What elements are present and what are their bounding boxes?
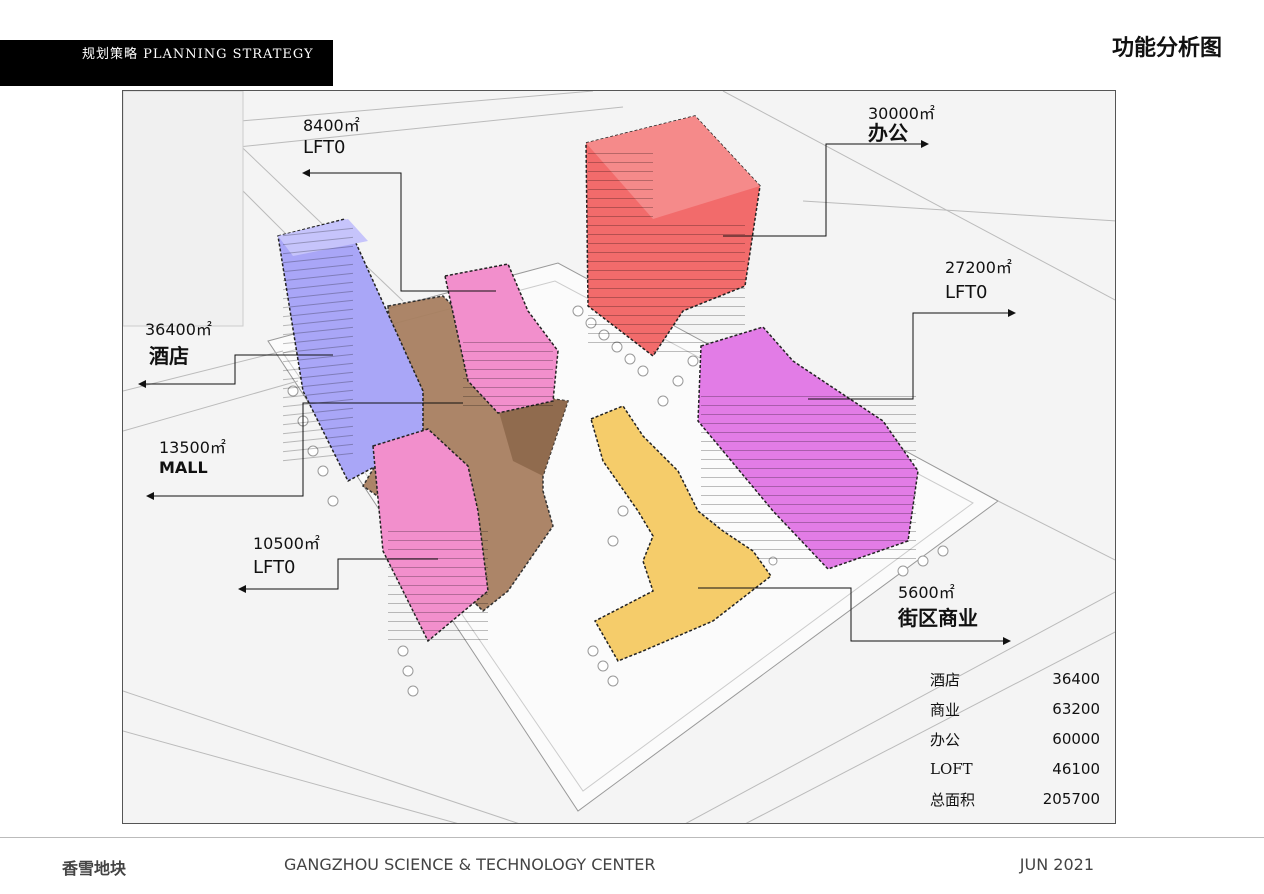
area-value: 63200 (1052, 700, 1100, 718)
callout-loft-east-area: 27200㎡ (945, 258, 1012, 277)
loft-north (444, 263, 559, 414)
callout-loft-north-area: 8400㎡ (303, 116, 360, 135)
area-value: 46100 (1052, 760, 1100, 778)
callout-mall-name: MALL (159, 458, 208, 477)
area-label: LOFT (930, 760, 973, 778)
area-row: LOFT 46100 (930, 754, 1100, 784)
office-tower (585, 115, 761, 358)
area-row: 酒店 36400 (930, 664, 1100, 694)
loft-east (697, 326, 919, 570)
function-diagram: 8400㎡ LFT0 30000㎡ 办公 27200㎡ LFT0 36400㎡ … (122, 90, 1116, 824)
area-summary-table: 酒店 36400 商业 63200 办公 60000 LOFT 46100 总面… (930, 664, 1100, 814)
area-label: 办公 (930, 730, 961, 749)
callout-office-name: 办公 (868, 121, 908, 145)
header-bar (0, 40, 333, 86)
street-retail (590, 405, 773, 662)
area-value: 205700 (1042, 790, 1100, 808)
callout-loft-south-area: 10500㎡ (253, 534, 320, 553)
leader-lines (138, 140, 1016, 645)
area-label: 总面积 (930, 790, 976, 809)
footer-project: 香雪地块 (62, 859, 127, 878)
callout-labels: 8400㎡ LFT0 30000㎡ 办公 27200㎡ LFT0 36400㎡ … (145, 104, 1012, 630)
callout-retail-name: 街区商业 (897, 606, 978, 630)
callout-mall-area: 13500㎡ (159, 438, 226, 457)
section-label: 规划策略 PLANNING STRATEGY (82, 47, 314, 62)
area-label: 酒店 (930, 670, 961, 689)
callout-retail-area: 5600㎡ (898, 583, 955, 602)
callout-loft-east-name: LFT0 (945, 282, 988, 303)
footer-center-name: GANGZHOU SCIENCE & TECHNOLOGY CENTER (284, 855, 656, 874)
callout-loft-north-name: LFT0 (303, 137, 346, 158)
page-title: 功能分析图 (1111, 36, 1222, 61)
loft-south (372, 428, 489, 643)
area-row: 总面积 205700 (930, 784, 1100, 814)
area-row: 商业 63200 (930, 694, 1100, 724)
callout-hotel-name: 酒店 (149, 344, 189, 368)
area-row: 办公 60000 (930, 724, 1100, 754)
diagram-canvas: 8400㎡ LFT0 30000㎡ 办公 27200㎡ LFT0 36400㎡ … (123, 91, 1115, 823)
area-value: 60000 (1052, 730, 1100, 748)
area-label: 商业 (930, 700, 961, 719)
callout-loft-south-name: LFT0 (253, 557, 296, 578)
footer-divider (0, 837, 1264, 838)
footer-date: JUN 2021 (1019, 855, 1094, 874)
area-value: 36400 (1052, 670, 1100, 688)
callout-hotel-area: 36400㎡ (145, 320, 212, 339)
callout-office-area: 30000㎡ (868, 104, 935, 123)
